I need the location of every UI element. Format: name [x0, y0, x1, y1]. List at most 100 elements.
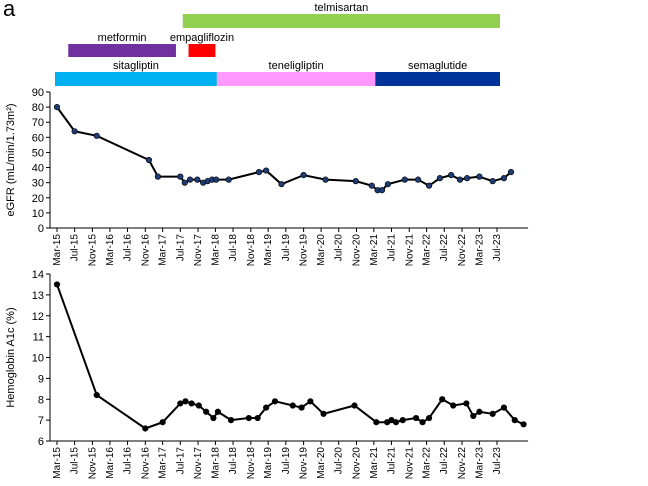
hba1c-data-point: [470, 412, 477, 420]
egfr-x-tick-label: Jul-20: [334, 234, 345, 262]
egfr-data-point: [436, 175, 444, 182]
hba1c-data-point: [399, 417, 406, 424]
egfr-y-tick-label: 90: [32, 87, 44, 99]
egfr-data-point: [255, 168, 263, 176]
egfr-x-tick-label: Nov-18: [246, 234, 257, 267]
hba1c-y-tick-label: 11: [33, 332, 44, 344]
egfr-data-point: [93, 132, 100, 139]
hba1c-x-tick-label: Nov-19: [299, 447, 310, 480]
egfr-y-tick-label: 10: [32, 208, 44, 220]
med-label-telmisartan: telmisartan: [314, 2, 368, 14]
hba1c-x-tick-label: Mar-15: [52, 447, 63, 479]
egfr-data-point: [378, 187, 386, 194]
egfr-data-point: [154, 173, 161, 180]
egfr-data-point: [507, 168, 515, 176]
egfr-y-tick-label: 0: [38, 223, 44, 235]
egfr-data-point: [456, 176, 464, 183]
hba1c-data-point: [439, 396, 446, 403]
hba1c-data-point: [159, 419, 166, 426]
hba1c-data-point: [214, 408, 221, 415]
egfr-x-tick-label: Nov-21: [404, 234, 415, 267]
hba1c-x-tick-label: Jul-22: [439, 447, 450, 475]
med-bar-metformin: [68, 44, 176, 57]
hba1c-data-point: [450, 402, 457, 409]
hba1c-x-tick-label: Jul-16: [123, 447, 134, 475]
egfr-data-point: [476, 173, 483, 180]
egfr-x-tick-label: Mar-17: [158, 234, 169, 266]
hba1c-y-tick-label: 7: [38, 415, 44, 427]
hba1c-y-axis-title: Hemoglobin A1c (%): [5, 307, 17, 407]
hba1c-x-tick-label: Nov-15: [87, 447, 98, 480]
egfr-data-point: [194, 176, 201, 183]
hba1c-y-tick-label: 12: [32, 311, 44, 323]
egfr-x-tick-label: Mar-21: [369, 234, 380, 266]
egfr-x-tick-label: Mar-16: [105, 234, 116, 266]
egfr-x-tick-label: Jul-21: [386, 234, 397, 262]
hba1c-data-point: [320, 410, 327, 417]
hba1c-x-tick-label: Nov-16: [140, 447, 151, 480]
egfr-data-point: [300, 172, 307, 179]
hba1c-x-tick-label: Nov-21: [404, 447, 415, 480]
egfr-y-tick-label: 20: [32, 193, 44, 205]
egfr-data-point: [53, 104, 61, 111]
egfr-data-point: [384, 181, 391, 188]
med-bar-teneligliptin: [216, 72, 376, 86]
hba1c-y-tick-label: 13: [32, 290, 44, 302]
med-bar-semaglutide: [375, 72, 500, 86]
egfr-x-tick-label: Mar-20: [316, 234, 327, 266]
egfr-y-tick-label: 80: [32, 102, 44, 114]
egfr-x-tick-label: Nov-16: [140, 234, 151, 267]
hba1c-y-tick-label: 8: [38, 394, 44, 406]
hba1c-x-tick-label: Nov-18: [246, 447, 257, 480]
hba1c-data-point: [298, 404, 305, 411]
egfr-data-point: [489, 178, 496, 185]
egfr-data-point: [213, 176, 220, 183]
egfr-data-point: [263, 167, 270, 174]
hba1c-x-tick-label: Jul-20: [334, 447, 345, 475]
egfr-x-tick-label: Jul-18: [228, 234, 239, 262]
egfr-x-tick-label: Mar-18: [210, 234, 221, 266]
hba1c-data-point: [520, 421, 527, 428]
egfr-data-point: [500, 175, 508, 182]
med-bar-telmisartan: [182, 14, 500, 28]
hba1c-x-tick-label: Mar-16: [105, 447, 116, 479]
med-label-teneligliptin: teneligliptin: [269, 60, 324, 72]
hba1c-data-point: [511, 417, 518, 424]
egfr-data-point: [401, 176, 408, 183]
egfr-data-point: [278, 181, 285, 188]
egfr-x-tick-label: Jul-22: [439, 234, 450, 262]
hba1c-data-point: [188, 400, 195, 407]
med-bar-empagliflozin: [188, 44, 216, 57]
hba1c-x-tick-label: Mar-20: [316, 447, 327, 479]
egfr-data-point: [425, 182, 433, 189]
med-label-semaglutide: semaglutide: [408, 60, 467, 72]
egfr-data-point: [177, 173, 184, 180]
hba1c-data-point: [263, 404, 270, 411]
med-bar-sitagliptin: [54, 72, 217, 86]
hba1c-data-point: [177, 400, 184, 407]
hba1c-data-point: [419, 419, 426, 426]
hba1c-data-point: [182, 398, 189, 405]
egfr-y-tick-label: 60: [32, 132, 44, 144]
hba1c-data-point: [93, 391, 100, 399]
egfr-x-tick-label: Jul-19: [281, 234, 292, 262]
egfr-x-tick-label: Nov-20: [352, 234, 363, 267]
egfr-y-tick-label: 40: [32, 163, 44, 175]
egfr-x-tick-label: Nov-19: [299, 234, 310, 267]
hba1c-x-tick-label: Mar-18: [210, 447, 221, 479]
hba1c-x-tick-label: Jul-18: [228, 447, 239, 475]
egfr-x-tick-label: Nov-22: [457, 234, 468, 267]
hba1c-x-tick-label: Nov-22: [457, 447, 468, 480]
hba1c-x-tick-label: Mar-22: [422, 447, 433, 479]
egfr-data-point: [352, 178, 359, 185]
hba1c-x-tick-label: Jul-15: [70, 447, 81, 475]
hba1c-x-tick-label: Nov-17: [193, 447, 204, 480]
med-label-empagliflozin: empagliflozin: [170, 32, 234, 44]
hba1c-y-tick-label: 14: [32, 269, 44, 281]
hba1c-data-point: [489, 410, 496, 417]
egfr-x-tick-label: Jul-16: [123, 234, 134, 262]
hba1c-data-point: [373, 419, 380, 426]
hba1c-x-tick-label: Jul-21: [386, 447, 397, 475]
egfr-x-tick-label: Jul-17: [175, 234, 186, 262]
